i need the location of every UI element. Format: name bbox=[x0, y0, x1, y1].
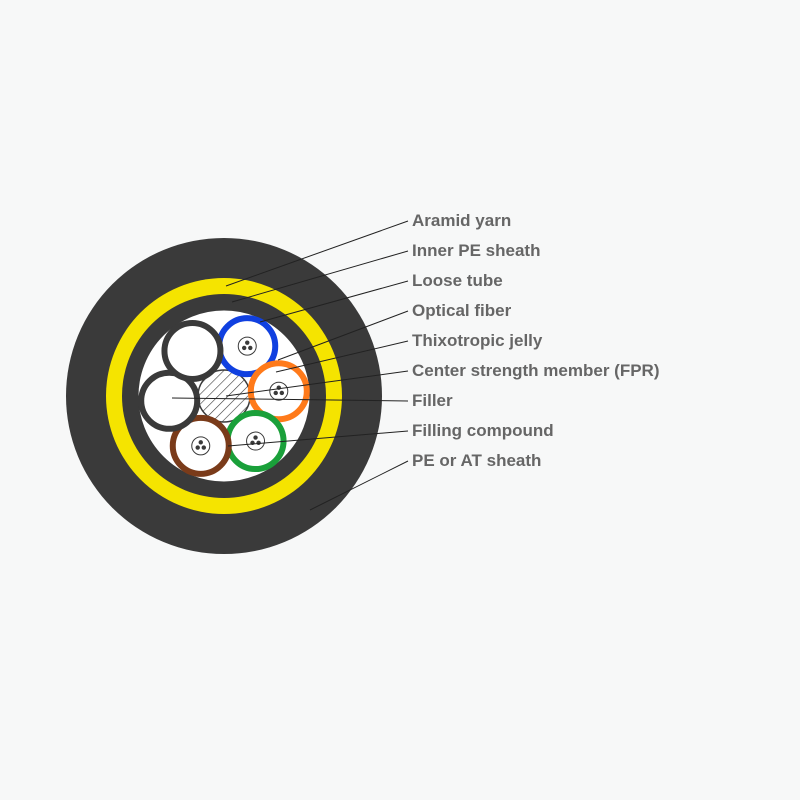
component-label: Thixotropic jelly bbox=[412, 331, 542, 351]
component-label: Optical fiber bbox=[412, 301, 511, 321]
diagram-svg bbox=[0, 0, 800, 800]
component-label: Center strength member (FPR) bbox=[412, 361, 659, 381]
component-label: Inner PE sheath bbox=[412, 241, 540, 261]
component-label: PE or AT sheath bbox=[412, 451, 541, 471]
cable-cross-section-diagram: Aramid yarn Inner PE sheath Loose tube Opti… bbox=[0, 0, 800, 800]
component-label: Filling compound bbox=[412, 421, 554, 441]
component-label: Aramid yarn bbox=[412, 211, 511, 231]
component-label: Loose tube bbox=[412, 271, 503, 291]
component-label: Filler bbox=[412, 391, 453, 411]
